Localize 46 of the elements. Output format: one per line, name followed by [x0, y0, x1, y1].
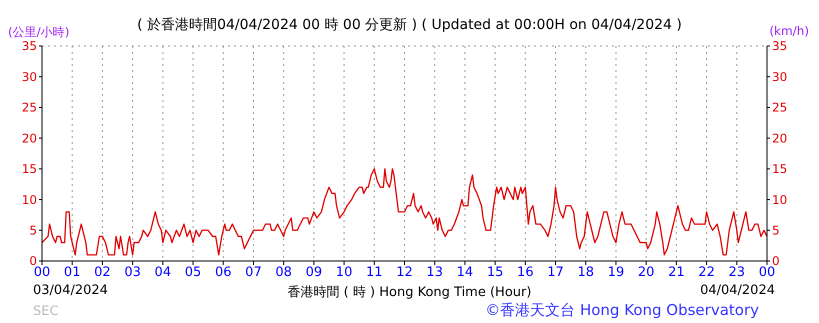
x-tick-label: 11: [366, 265, 383, 280]
x-tick-label: 23: [728, 265, 746, 280]
line-series: [42, 168, 767, 256]
x-tick-label: 18: [577, 265, 594, 280]
y2-tick-label: 30: [772, 70, 788, 84]
y2-tick-label: 20: [772, 131, 788, 146]
chart-title: ( 於香港時間04/04/2024 00 時 00 分更新 ) ( Updated at 00:00H on 04/04/2024 ): [137, 17, 682, 33]
y2-tick-label: 5: [772, 223, 780, 238]
text: 03/04/2024: [33, 283, 108, 298]
x-tick-label: 21: [668, 265, 685, 280]
x-tick-label: 16: [517, 265, 534, 280]
text: 04/04/2024: [700, 283, 775, 298]
y-axis-title: (公里/小時): [8, 25, 70, 39]
text: ©香港天文台 Hong Kong Observatory: [485, 301, 759, 319]
y-tick-label: 35: [22, 39, 37, 54]
x-tick-label: 20: [638, 265, 654, 280]
x-tick-label: 12: [396, 265, 413, 280]
x-tick-label: 08: [275, 265, 292, 280]
x-tick-label: 04: [154, 265, 172, 280]
x-tick-label: 05: [184, 265, 202, 280]
x-tick-label: 03: [124, 265, 141, 280]
x-tick-label: 15: [486, 265, 504, 280]
x-tick-label: 07: [245, 265, 262, 280]
x-tick-label: 14: [456, 265, 474, 280]
text: SEC: [33, 304, 59, 319]
x-tick-label: 17: [547, 265, 564, 280]
x-tick-label: 22: [698, 265, 715, 280]
y2-tick-label: 25: [772, 100, 788, 115]
y-tick-label: 10: [22, 192, 37, 207]
x-tick-label: 19: [608, 265, 624, 280]
y-tick-label: 30: [22, 70, 37, 84]
y-tick-label: 20: [22, 131, 37, 146]
y-tick-label: 15: [22, 162, 37, 176]
x-tick-label: 09: [306, 265, 322, 280]
y-tick-label: 5: [29, 223, 37, 238]
y2-axis-title: (km/h): [769, 24, 809, 38]
y-tick-label: 25: [22, 100, 37, 115]
x-tick-label: 01: [64, 265, 80, 280]
x-axis-title: 香港時間 ( 時 ) Hong Kong Time (Hour): [288, 285, 532, 300]
x-tick-label: 02: [94, 265, 111, 280]
x-tick-label: 06: [214, 265, 232, 280]
y2-tick-label: 10: [772, 192, 788, 207]
x-tick-label: 13: [426, 265, 443, 280]
x-tick-label: 10: [336, 265, 352, 280]
y2-tick-label: 35: [772, 39, 788, 54]
y2-tick-label: 15: [772, 162, 788, 176]
